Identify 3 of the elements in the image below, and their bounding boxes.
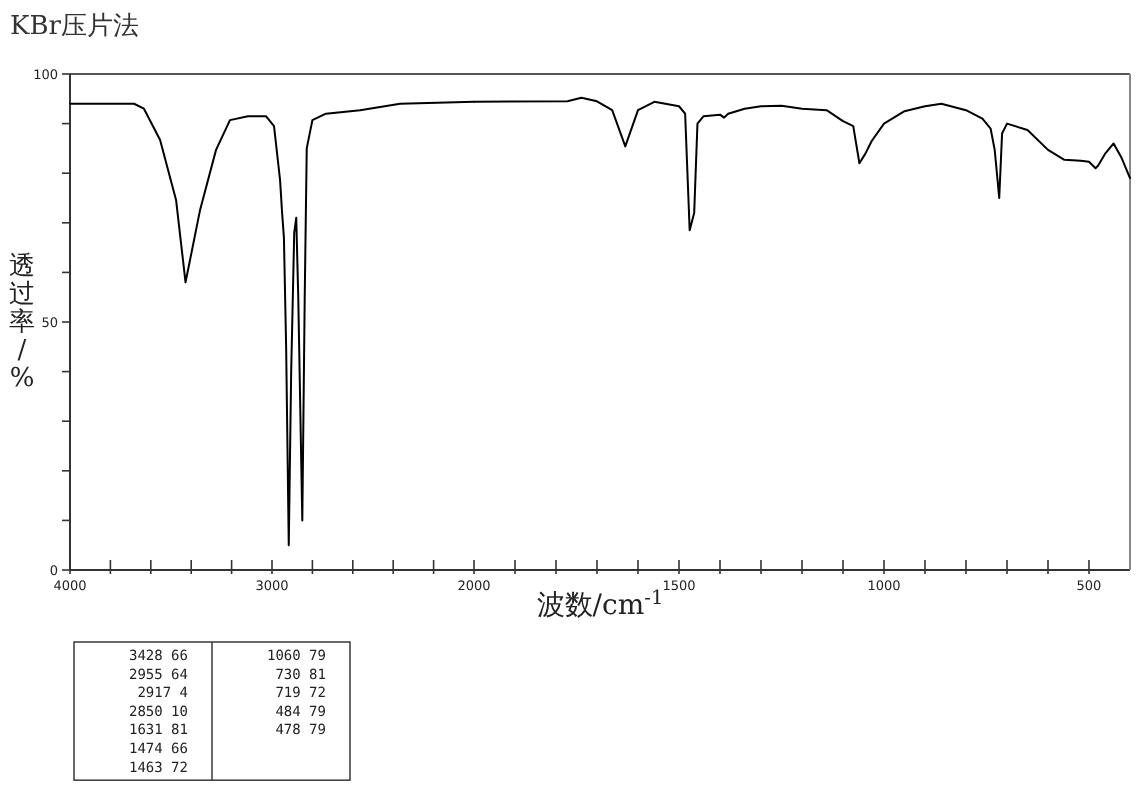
- x-axis-title: 波数/cm$^{-1}$: [536, 587, 664, 622]
- y-axis-title: 透过率/%: [9, 252, 35, 394]
- chart-title: KBr压片法: [10, 12, 139, 42]
